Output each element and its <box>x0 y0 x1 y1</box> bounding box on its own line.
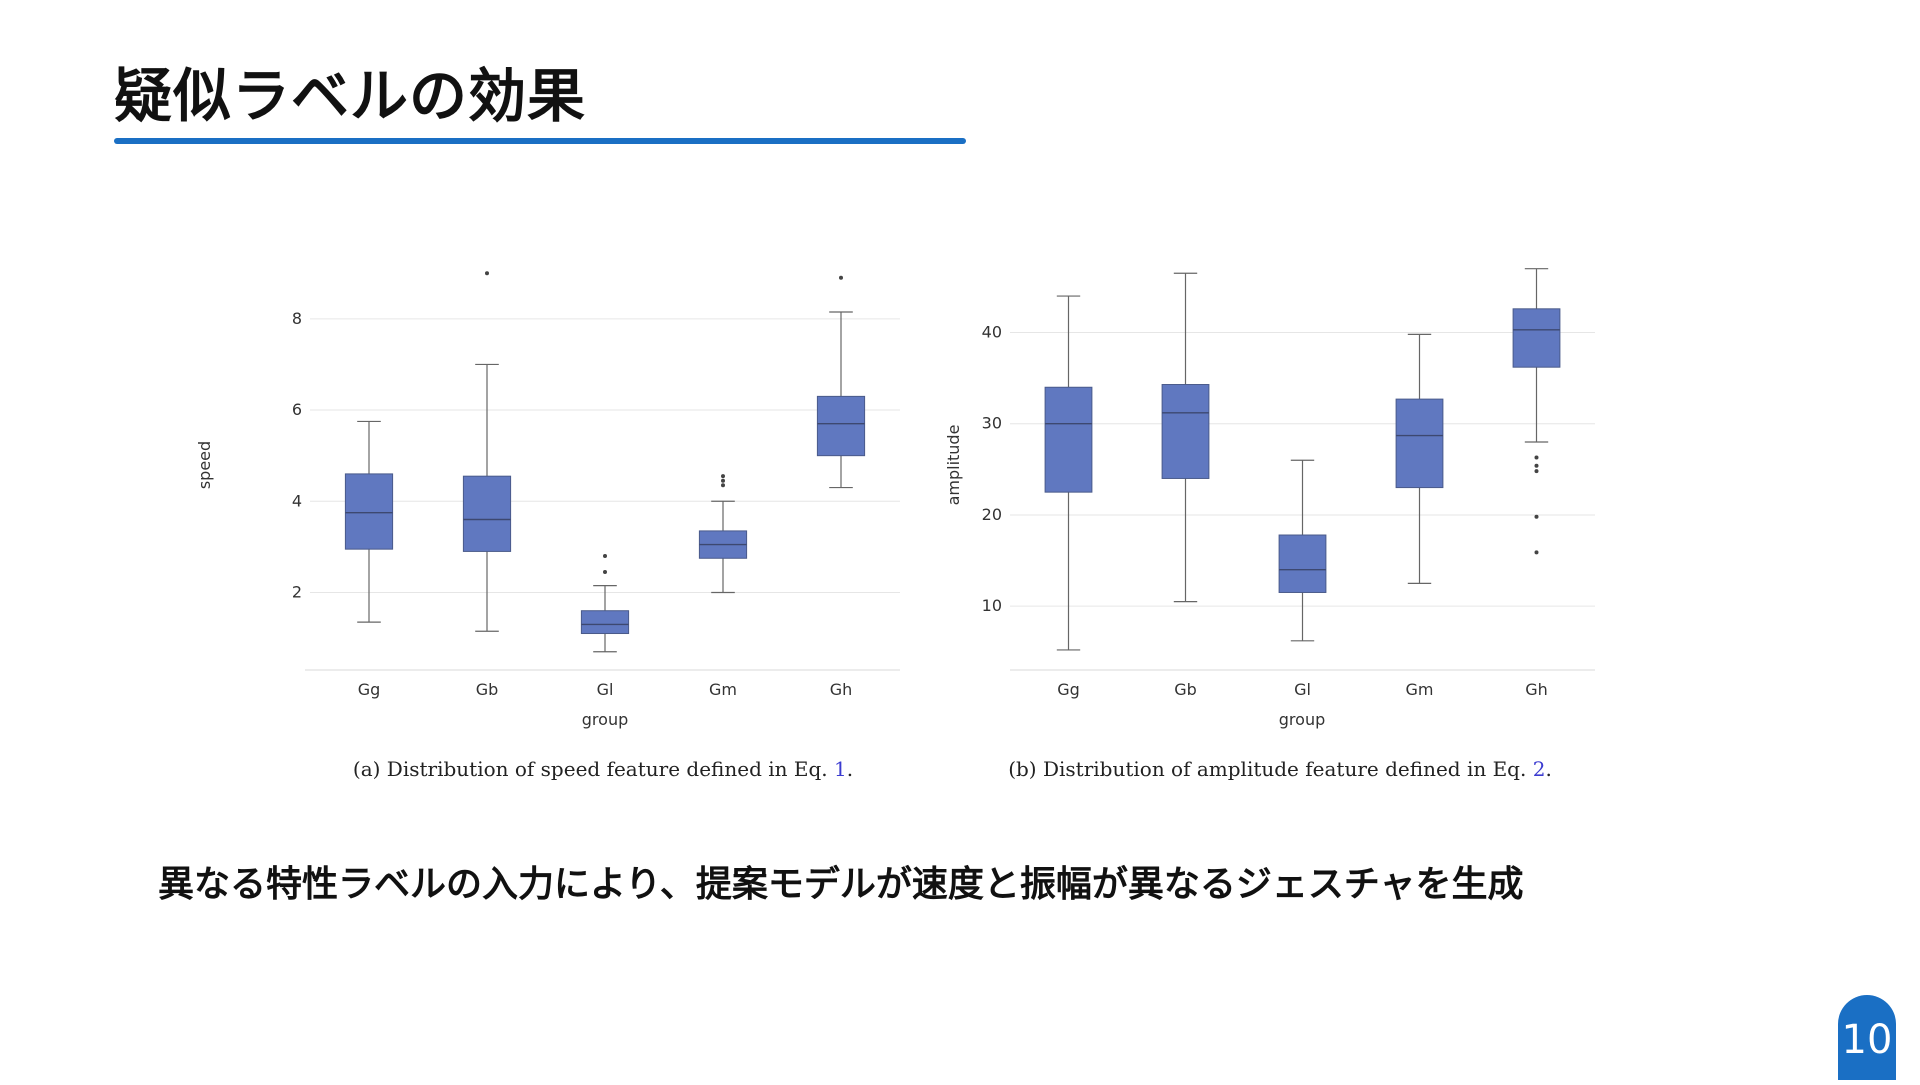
box-Gl <box>1278 459 1327 642</box>
y-tick-label: 10 <box>982 596 1002 615</box>
caption-b: (b) Distribution of amplitude feature de… <box>1008 757 1552 781</box>
y-axis-label: speed <box>195 441 214 489</box>
box-Gh <box>1512 268 1561 555</box>
page-number-badge: 10 <box>1838 995 1896 1080</box>
x-axis-label: group <box>582 710 628 729</box>
x-tick-label: Gb <box>476 680 499 699</box>
iqr-box <box>1395 398 1444 489</box>
y-tick-label: 2 <box>292 582 302 601</box>
iqr-box <box>816 395 866 457</box>
outlier-point <box>1534 514 1539 519</box>
iqr-box <box>580 610 630 635</box>
outlier-point <box>721 474 725 479</box>
speed-box-plot: 2 4 6 8 Gg Gb Gl Gm Gh speed group (a) Distribu… <box>195 271 900 781</box>
outlier-point <box>1534 469 1539 474</box>
slide-title: 疑似ラベルの効果 <box>114 62 587 130</box>
iqr-box <box>1278 534 1327 593</box>
outlier-point <box>1534 463 1539 468</box>
title-underline <box>114 138 966 144</box>
y-axis-label: amplitude <box>944 425 963 506</box>
y-tick-label: 40 <box>982 323 1002 342</box>
x-tick-label: Gm <box>709 680 737 699</box>
caption-b-text: (b) Distribution of amplitude feature de… <box>1008 757 1533 781</box>
y-tick-label: 6 <box>292 400 302 419</box>
box-Gh <box>816 275 866 489</box>
box-Gl <box>580 553 630 653</box>
box-Gm <box>1395 333 1444 584</box>
y-tick-label: 20 <box>982 505 1002 524</box>
iqr-box <box>1161 384 1210 479</box>
x-tick-label: Gm <box>1406 680 1434 699</box>
y-tick-label: 8 <box>292 309 302 328</box>
box-Gg <box>344 420 394 623</box>
outlier-point <box>1534 550 1539 555</box>
outlier-point <box>839 275 843 280</box>
iqr-box <box>1512 308 1561 368</box>
y-tick-labels: 10 20 30 40 <box>982 323 1002 616</box>
x-tick-label: Gl <box>597 680 614 699</box>
caption-a-eq-ref: 1 <box>834 757 847 781</box>
boxes <box>1044 268 1561 651</box>
box-Gb <box>1161 272 1210 603</box>
outlier-point <box>721 478 725 483</box>
outlier-point <box>603 569 607 574</box>
summary-text: 異なる特性ラベルの入力により、提案モデルが速度と振幅が異なるジェスチャを生成 <box>158 864 1524 905</box>
outlier-point <box>721 483 725 488</box>
y-tick-label: 4 <box>292 491 302 510</box>
caption-a: (a) Distribution of speed feature define… <box>353 757 853 781</box>
x-tick-labels: Gg Gb Gl Gm Gh <box>358 680 853 699</box>
y-tick-label: 30 <box>982 414 1002 433</box>
x-tick-label: Gg <box>358 680 381 699</box>
x-tick-label: Gh <box>1525 680 1548 699</box>
x-tick-label: Gh <box>830 680 853 699</box>
x-axis-label: group <box>1279 710 1325 729</box>
iqr-box <box>344 473 394 550</box>
outlier-point <box>485 271 489 276</box>
iqr-box <box>462 475 512 552</box>
box-Gb <box>462 271 512 632</box>
x-tick-labels: Gg Gb Gl Gm Gh <box>1057 680 1548 699</box>
x-tick-label: Gl <box>1294 680 1311 699</box>
grid-lines <box>310 318 900 593</box>
y-tick-labels: 2 4 6 8 <box>292 309 302 602</box>
page-number: 10 <box>1841 1017 1893 1063</box>
box-Gg <box>1044 295 1093 651</box>
caption-b-end: . <box>1545 757 1551 781</box>
caption-b-eq-ref: 2 <box>1533 757 1546 781</box>
outlier-point <box>603 553 607 558</box>
iqr-box <box>1044 386 1093 493</box>
caption-a-end: . <box>847 757 853 781</box>
x-tick-label: Gb <box>1174 680 1197 699</box>
box-Gm <box>698 474 748 594</box>
boxes <box>344 271 866 653</box>
outlier-point <box>1534 455 1539 460</box>
caption-a-text: (a) Distribution of speed feature define… <box>353 757 834 781</box>
amplitude-box-plot: 10 20 30 40 Gg Gb Gl Gm Gh amplitude group (b) … <box>944 268 1595 781</box>
x-tick-label: Gg <box>1057 680 1080 699</box>
